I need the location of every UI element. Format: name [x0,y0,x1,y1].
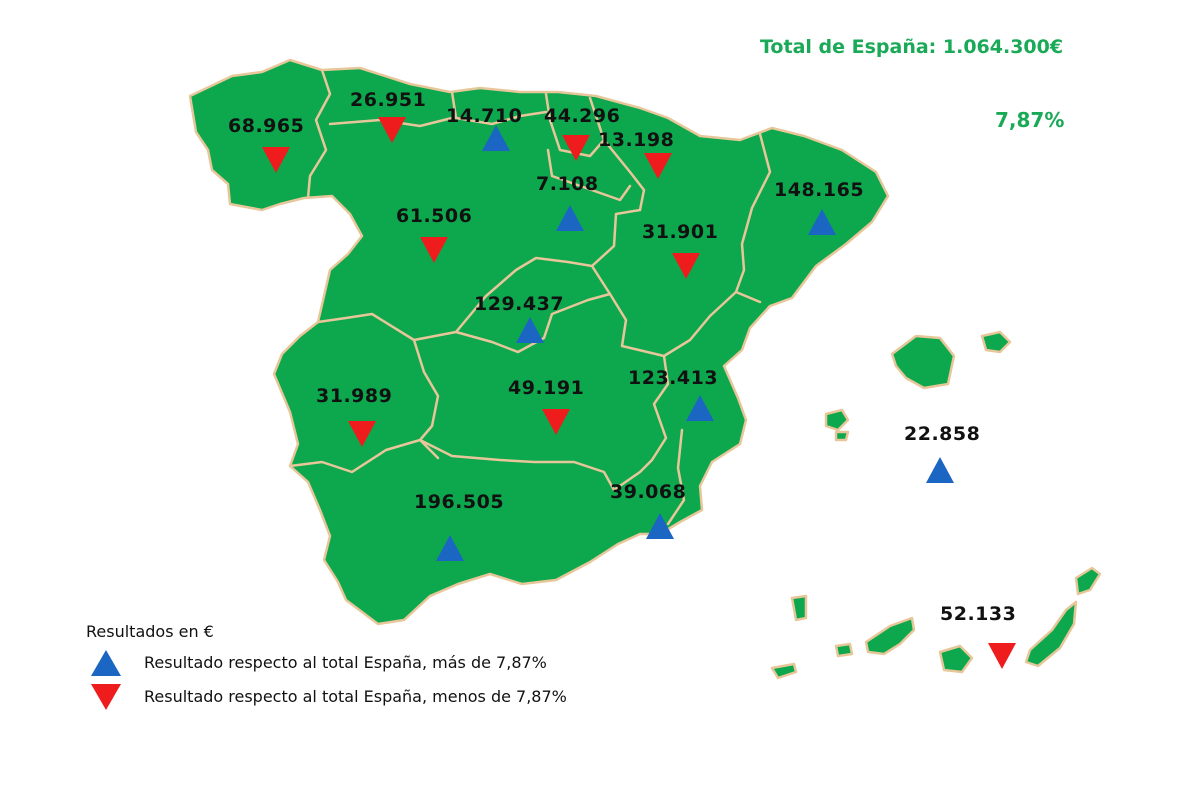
region-value-murcia: 39.068 [610,481,686,503]
region-value-asturias: 26.951 [350,89,426,111]
triangle-up-icon-cataluna [808,209,836,235]
island-mallorca [890,334,956,390]
region-marker-aragon: 31.901 [642,221,718,279]
island-la-palma [790,594,808,622]
region-marker-asturias: 26.951 [350,89,426,143]
region-marker-castilla-la-mancha: 49.191 [508,377,584,435]
triangle-down-icon-castilla-la-mancha [542,409,570,435]
triangle-up-icon-cantabria [482,125,510,151]
region-value-madrid: 129.437 [474,293,564,315]
region-marker-extremadura: 31.989 [316,385,392,447]
triangle-down-icon-aragon [672,253,700,279]
region-value-andalucia: 196.505 [414,491,504,513]
region-value-extremadura: 31.989 [316,385,392,407]
legend: Resultados en € Resultado respecto al to… [86,620,786,720]
triangle-down-icon-canarias [988,643,1016,669]
region-value-cantabria: 14.710 [446,105,522,127]
region-value-pais-vasco: 44.296 [544,105,620,127]
island-ibiza [824,408,850,432]
border-castilla-la-mancha-west [412,338,440,460]
triangle-up-icon-baleares [926,457,954,483]
legend-row-above: Resultado respecto al total España, más … [86,648,786,678]
region-value-castilla-la-mancha: 49.191 [508,377,584,399]
region-marker-madrid: 129.437 [474,293,564,343]
triangle-up-icon-andalucia [436,535,464,561]
border-aragon-south [662,290,762,358]
border-murcia [666,428,686,526]
island-el-hierro [770,662,798,680]
region-marker-andalucia: 196.505 [414,491,504,561]
island-fuerteventura [1024,600,1078,668]
triangle-down-icon-castilla-y-leon [420,237,448,263]
legend-above-label: Resultado respecto al total España, más … [144,653,547,672]
triangle-up-icon-madrid [516,317,544,343]
region-marker-la-rioja: 7.108 [536,173,599,231]
triangle-down-icon-galicia [262,147,290,173]
region-marker-navarra: 13.198 [598,129,674,179]
region-marker-baleares: 22.858 [904,423,980,483]
region-marker-comunidad-valenciana: 123.413 [628,367,718,421]
border-la-rioja [546,148,632,202]
total-spain-label: Total de España: 1.064.300€ [760,36,1064,58]
triangle-down-icon-navarra [644,153,672,179]
border-pais-vasco [544,92,606,158]
island-la-gomera [834,642,854,658]
border-valencia-west [612,354,670,492]
island-menorca [980,330,1012,354]
region-marker-cataluna: 148.165 [774,179,864,235]
island-formentera [834,430,850,442]
region-marker-pais-vasco: 44.296 [544,105,620,161]
triangle-down-icon-pais-vasco [562,135,590,161]
triangle-down-icon-extremadura [348,421,376,447]
region-marker-canarias: 52.133 [940,603,1016,669]
border-aragon-west [590,208,666,358]
region-value-cataluna: 148.165 [774,179,864,201]
region-marker-castilla-y-leon: 61.506 [396,205,472,263]
border-castilla-leon-south [316,256,594,342]
region-marker-cantabria: 14.710 [446,105,522,151]
triangle-up-icon-comunidad-valenciana [686,395,714,421]
reference-percentage: 7,87% [995,108,1065,132]
region-value-castilla-y-leon: 61.506 [396,205,472,227]
triangle-up-icon-murcia [646,513,674,539]
island-gran-canaria [938,644,974,674]
triangle-down-icon-asturias [378,117,406,143]
region-value-baleares: 22.858 [904,423,980,445]
island-lanzarote [1074,566,1102,596]
island-tenerife [864,616,916,656]
region-value-la-rioja: 7.108 [536,173,599,195]
border-cantabria [450,90,548,126]
region-marker-galicia: 68.965 [228,115,304,173]
region-value-canarias: 52.133 [940,603,1016,625]
legend-below-label: Resultado respecto al total España, meno… [144,687,567,706]
region-marker-murcia: 39.068 [610,481,686,539]
border-aragon-east [734,132,772,294]
border-galicia [306,68,332,200]
region-value-navarra: 13.198 [598,129,674,151]
legend-title: Resultados en € [86,622,214,641]
border-navarra [602,138,646,212]
region-value-aragon: 31.901 [642,221,718,243]
region-value-comunidad-valenciana: 123.413 [628,367,718,389]
border-madrid [454,292,612,354]
triangle-up-icon-la-rioja [556,205,584,231]
triangle-up-icon [91,650,121,676]
border-andalucia-north [288,438,616,492]
region-value-galicia: 68.965 [228,115,304,137]
legend-row-below: Resultado respecto al total España, meno… [86,682,786,712]
triangle-down-icon [91,684,121,710]
